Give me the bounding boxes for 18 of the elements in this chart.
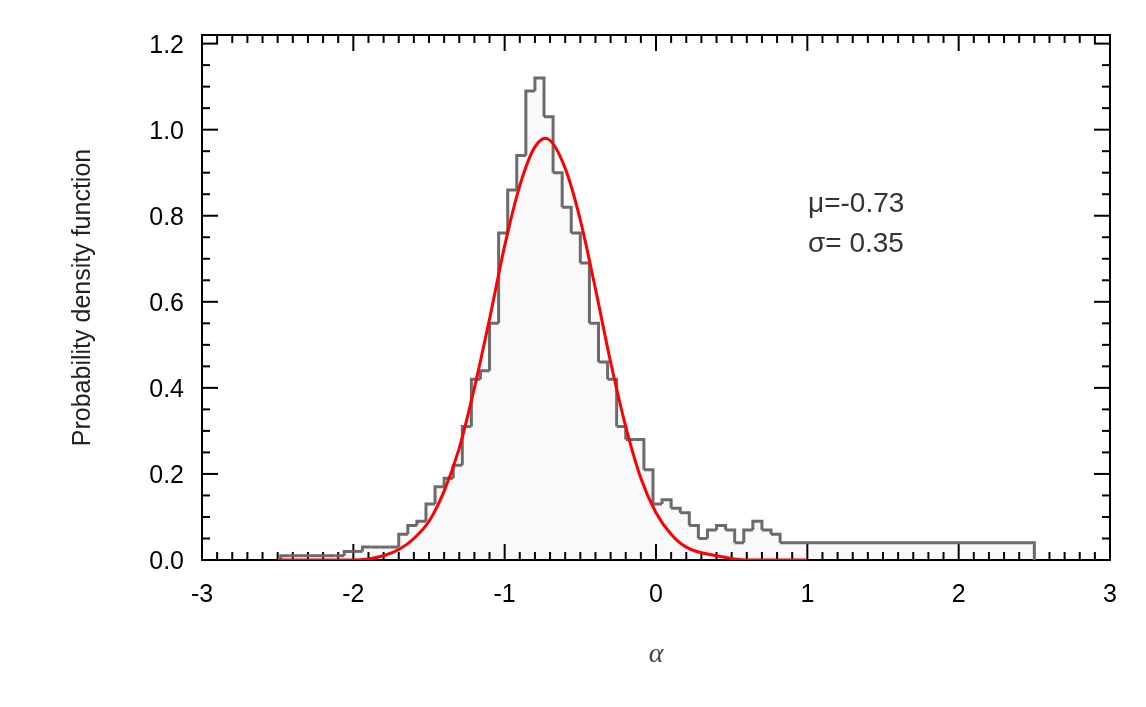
annotation: μ=-0.73 — [808, 187, 905, 218]
x-tick-label: 3 — [1103, 579, 1117, 607]
y-tick-label: 0.4 — [149, 373, 185, 402]
y-tick-label: 0.0 — [149, 546, 184, 575]
x-axis-title: α — [648, 637, 665, 668]
x-tick-label: -3 — [190, 579, 214, 607]
x-tick-label: 2 — [951, 579, 966, 607]
x-tick-label: -1 — [493, 579, 516, 607]
y-tick-label: 1.2 — [149, 29, 184, 58]
y-tick-label: 0.8 — [149, 201, 184, 230]
annotation: σ= 0.35 — [808, 227, 904, 258]
x-tick-label: -2 — [342, 579, 365, 607]
x-tick-label: 1 — [800, 579, 815, 607]
y-tick-label: 0.2 — [149, 460, 184, 489]
x-tick-label: 0 — [649, 579, 663, 607]
y-tick-label: 0.6 — [149, 287, 184, 316]
y-axis-title: Probability density function — [67, 148, 95, 447]
y-tick-label: 1.0 — [149, 115, 184, 144]
